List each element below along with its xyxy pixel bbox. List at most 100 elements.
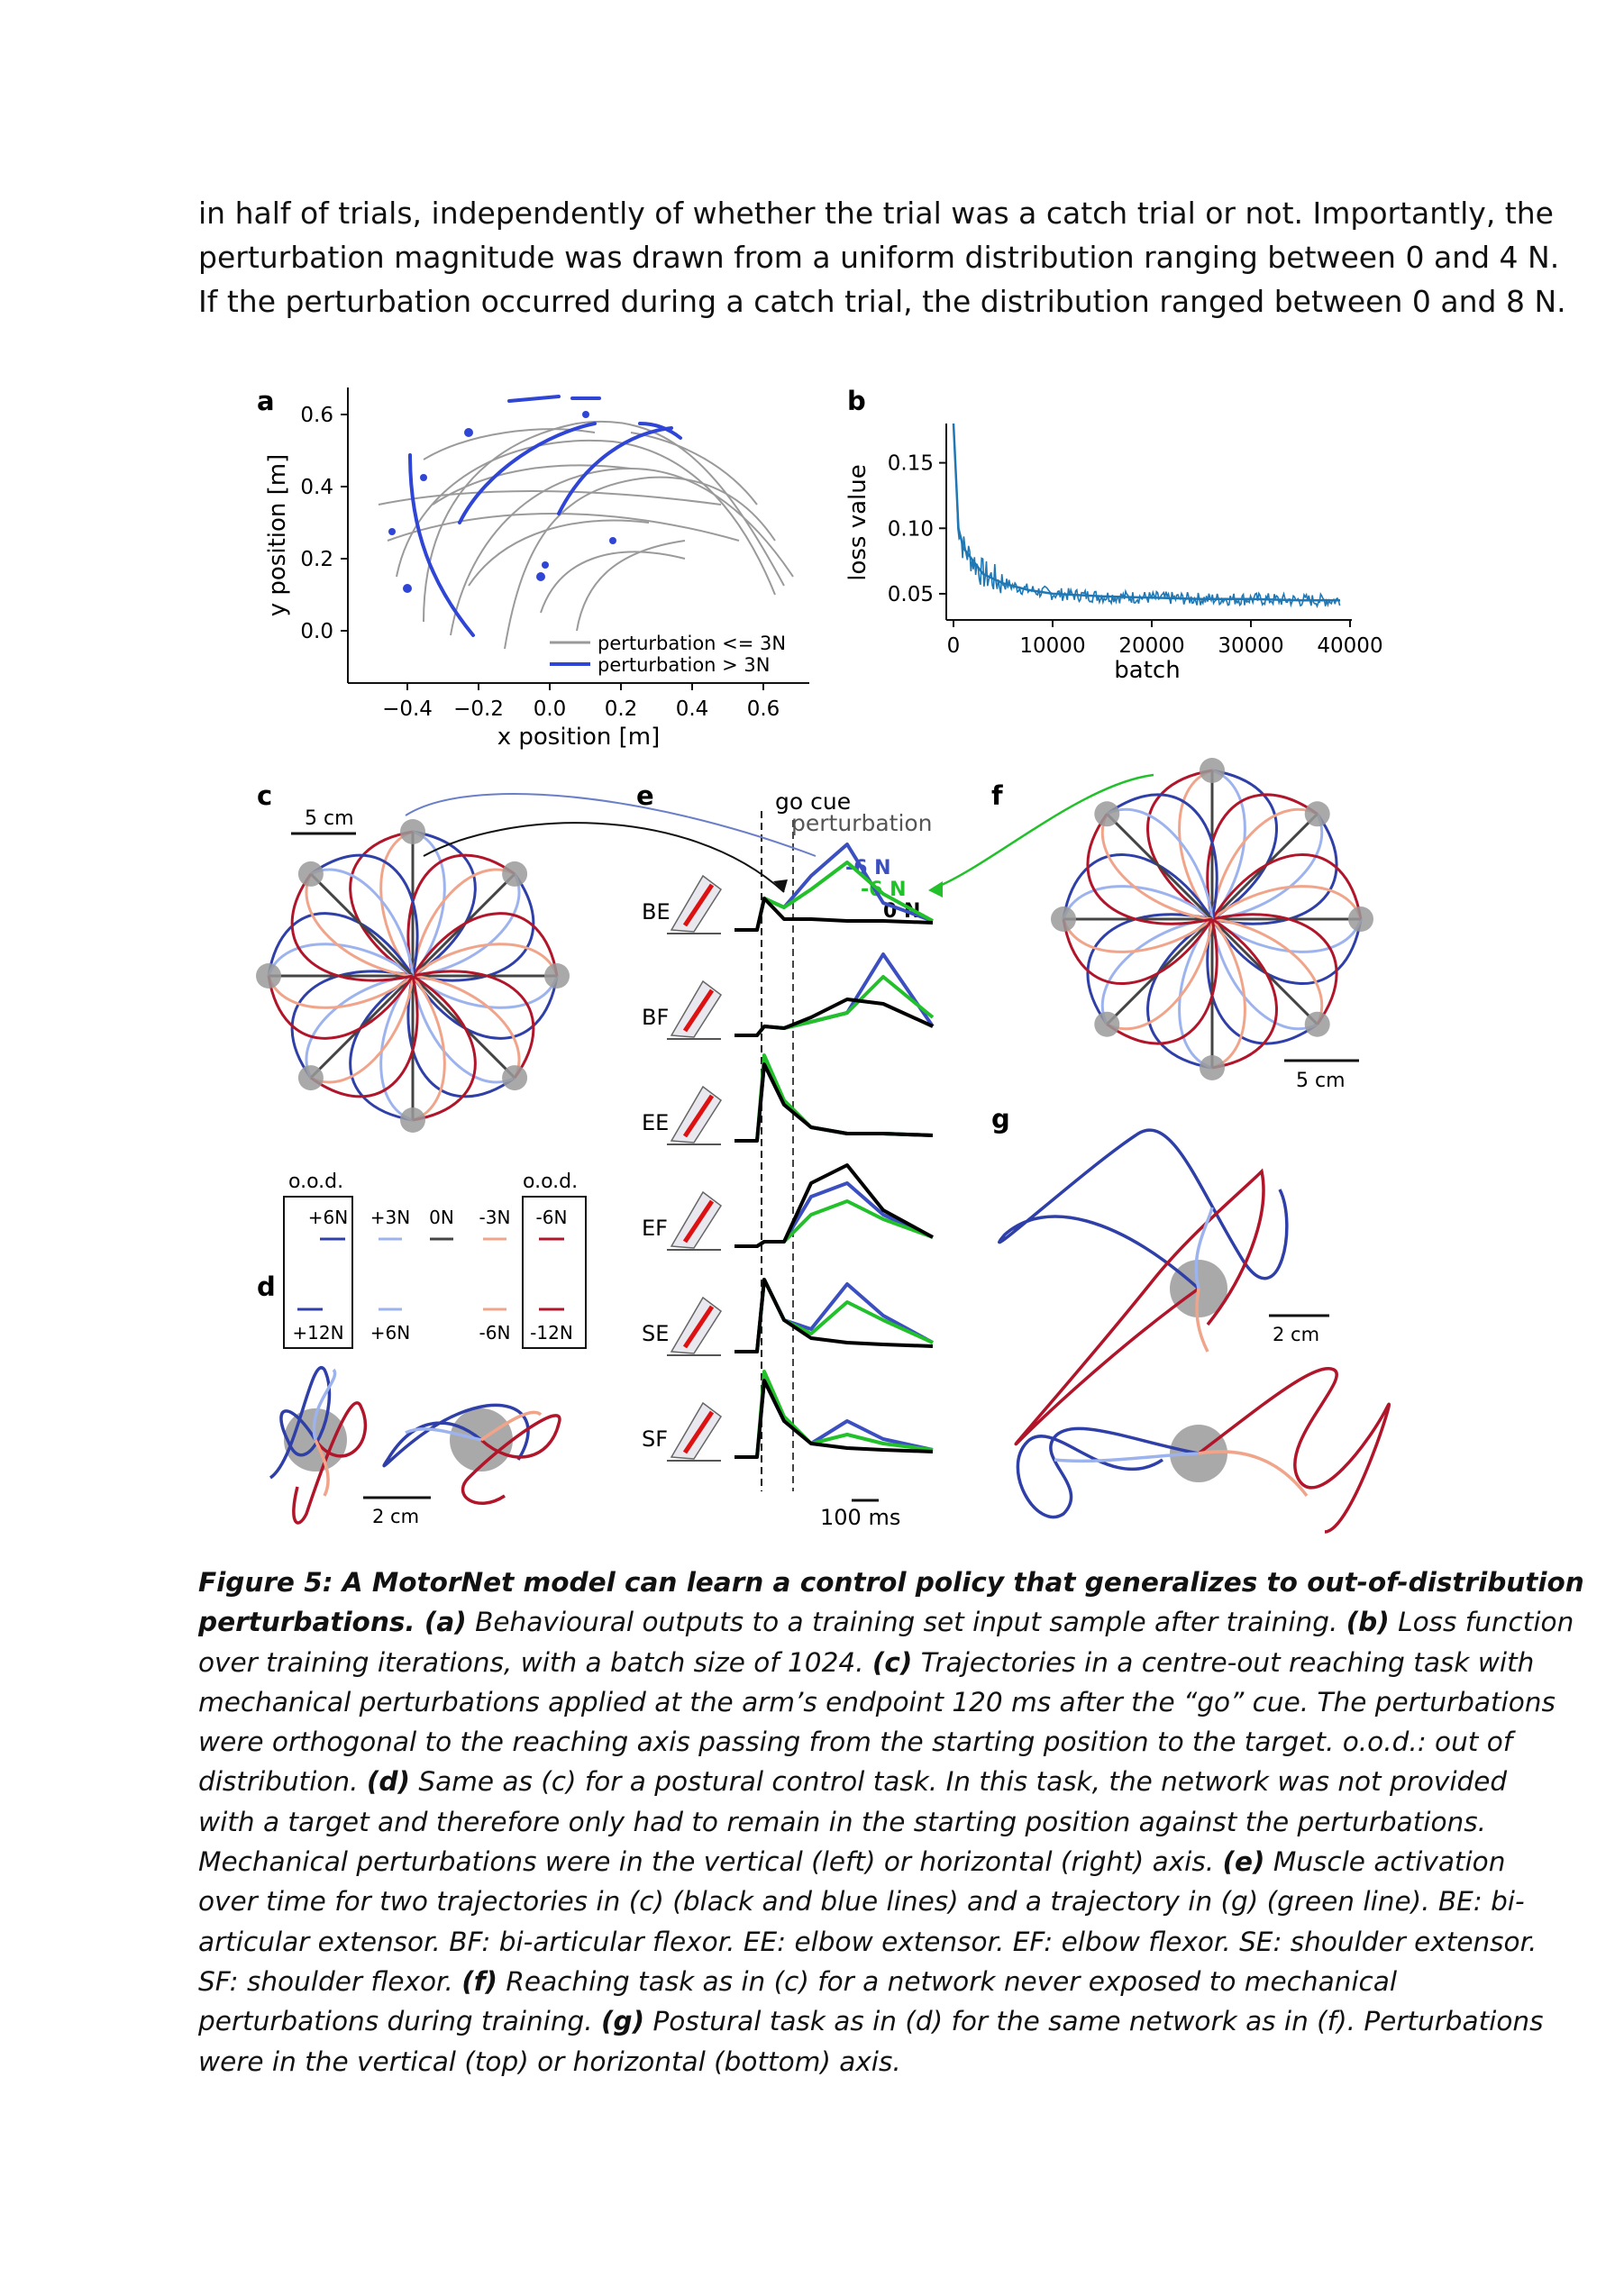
- reach-trajectory: [1106, 807, 1214, 920]
- panel-a-ytick-label: 0.6: [300, 404, 333, 427]
- reach-trajectory: [411, 975, 446, 1122]
- reach-trajectory: [1062, 917, 1213, 953]
- activation-trace: [734, 1379, 934, 1459]
- paragraph-line: in half of trials, independently of whet…: [198, 196, 1554, 231]
- panel-d-legend-top-label: +3N: [370, 1207, 410, 1228]
- caption-line: distribution. (d) Same as (c) for a post…: [198, 1762, 1507, 1801]
- activation-trace: [734, 998, 934, 1037]
- panel-a-xtick-label: −0.4: [382, 697, 433, 721]
- reach-trajectory: [1100, 813, 1213, 921]
- caption-segment: Reaching task as in (c) for a network ne…: [497, 1965, 1398, 1997]
- panel-b-ytick-label: 0.05: [888, 583, 934, 606]
- reach-trajectory: [412, 873, 535, 982]
- panel-b-xtick-label: 10000: [1019, 634, 1085, 658]
- target-disk: [400, 1107, 425, 1133]
- reach-trajectory: [1062, 853, 1214, 920]
- reach-trajectory: [1210, 918, 1363, 985]
- caption-segment: perturbations during training.: [198, 2006, 602, 2037]
- panel-d-ood-left-label: o.o.d.: [288, 1171, 343, 1193]
- panel-d-trajectories-left: [269, 1366, 367, 1525]
- reach-trajectory: [412, 943, 559, 978]
- activation-trace: [734, 1278, 934, 1353]
- reach-trajectory: [1086, 913, 1213, 1025]
- reach-trajectory: [1211, 917, 1278, 1070]
- caption-line: perturbations during training. (g) Postu…: [198, 2001, 1543, 2041]
- arm-icon: [670, 1401, 723, 1460]
- panel-b-xtick-label: 0: [947, 634, 961, 658]
- reach-trajectory: [310, 868, 415, 977]
- reach-trajectory: [267, 974, 414, 1009]
- caption-bold-segment: (f): [461, 1965, 498, 1997]
- panel-d-legend-box-left: [283, 1196, 353, 1349]
- panel-a-xticks: [406, 683, 764, 690]
- panel-c-scale-label: 5 cm: [305, 807, 354, 830]
- reach-trajectory: [267, 912, 415, 977]
- panel-b-xtick-label: 40000: [1317, 634, 1382, 658]
- panel-d-ood-right-label: o.o.d.: [523, 1171, 578, 1193]
- muscle-highlight: [682, 1410, 715, 1454]
- target-disk: [502, 861, 528, 887]
- arrow-c-to-e-black: [423, 822, 785, 893]
- figure-caption: Figure 5: A MotorNet model can learn a c…: [198, 1563, 1584, 2082]
- reach-trajectory: [267, 943, 414, 978]
- muscle-label: BE: [642, 899, 671, 925]
- caption-bold-segment: (g): [601, 2006, 645, 2037]
- target-disk: [1200, 1055, 1225, 1080]
- panel-f: f 5 cm: [991, 758, 1373, 1092]
- reach-trajectory: [310, 975, 415, 1084]
- arm-icon: [670, 1085, 723, 1143]
- caption-line: mechanical perturbations applied at the …: [198, 1682, 1556, 1722]
- reach-trajectory: [412, 974, 521, 1079]
- reach-trajectory: [349, 830, 414, 978]
- panel-a-xtick-label: 0.2: [605, 697, 638, 721]
- muscle-highlight: [682, 1094, 715, 1138]
- caption-segment: Same as (c) for a postural control task.…: [409, 1766, 1508, 1798]
- panel-b-xtick-label: 20000: [1118, 634, 1184, 658]
- panel-b-ylabel: loss value: [844, 464, 871, 581]
- caption-bold-segment: (d): [366, 1766, 410, 1798]
- reach-trajectory: [1211, 913, 1338, 1025]
- reach-trajectory: [1211, 885, 1363, 921]
- target-disk: [256, 963, 281, 989]
- muscle-row-se: SE: [642, 1278, 934, 1356]
- panel-a-yticks: [341, 414, 348, 632]
- caption-segment: Trajectories in a centre-out reaching ta…: [912, 1646, 1535, 1678]
- activation-trace: [734, 1062, 934, 1143]
- activation-trace: [734, 1163, 934, 1248]
- caption-bold-segment: Figure 5: A MotorNet model can learn a c…: [198, 1567, 1584, 1598]
- panel-b-ytick-label: 0.10: [888, 517, 934, 541]
- reach-trajectory: [1086, 813, 1213, 925]
- arm-icon: [670, 979, 723, 1038]
- reach-trajectory: [310, 975, 419, 1098]
- go-cue-label: go cue: [775, 788, 851, 815]
- reach-trajectory: [412, 974, 477, 1122]
- reach-trajectory: [1211, 813, 1338, 925]
- panel-c-letter: c: [257, 780, 272, 811]
- reach-trajectory: [1106, 918, 1214, 1031]
- reach-trajectory: [1211, 769, 1278, 921]
- panel-d-legend-top-label: +6N: [308, 1207, 348, 1228]
- reach-trajectory: [290, 873, 414, 982]
- muscle-row-be: BE: [642, 843, 934, 934]
- reach-trajectory: [412, 830, 477, 978]
- panel-d-trajectories-right: [382, 1403, 561, 1505]
- caption-segment: were in the vertical (top) or horizontal…: [198, 2045, 901, 2077]
- muscle-row-bf: BF: [642, 952, 935, 1040]
- caption-segment: Postural task as in (d) for the same net…: [644, 2006, 1544, 2037]
- caption-line: perturbations. (a) Behavioural outputs t…: [198, 1602, 1574, 1642]
- caption-segment: Behavioural outputs to a training set in…: [466, 1607, 1346, 1638]
- muscle-highlight: [682, 989, 715, 1033]
- muscle-label: EF: [642, 1216, 668, 1241]
- panel-a-xtick-label: 0.0: [534, 697, 567, 721]
- caption-bold-segment: (c): [871, 1646, 913, 1678]
- panel-a-grey-trajectories: [378, 420, 794, 650]
- arrow-head: [773, 879, 788, 892]
- reach-trajectory: [310, 853, 419, 977]
- caption-line: articular extensor. BF: bi-articular fle…: [198, 1922, 1537, 1962]
- panel-d-legend-top-label: -3N: [479, 1207, 511, 1228]
- reach-trajectory: [1062, 918, 1214, 985]
- panel-a-xtick-label: 0.6: [747, 697, 780, 721]
- target-disk: [502, 1065, 528, 1091]
- reach-trajectory: [1206, 918, 1318, 1045]
- panel-g-trajectories-top: [997, 1128, 1289, 1446]
